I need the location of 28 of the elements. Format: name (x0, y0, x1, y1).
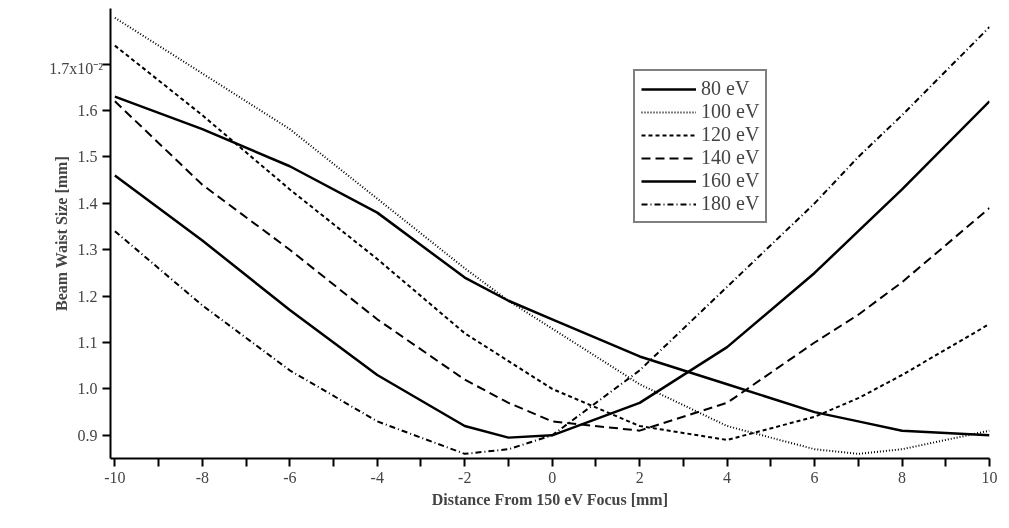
y-axis-title: Beam Waist Size [mm] (52, 156, 70, 312)
legend-label: 160 eV (701, 169, 760, 192)
x-tick-label: 0 (548, 468, 557, 486)
y-tick-label: 1.4 (77, 194, 98, 212)
x-tick-label: -8 (195, 468, 209, 486)
x-tick-label: 2 (635, 468, 644, 486)
x-tick-label: -6 (283, 468, 297, 486)
x-tick-label: 10 (981, 468, 998, 486)
y-tick-label: 1.1 (77, 334, 98, 352)
legend-label: 180 eV (701, 192, 760, 215)
x-tick-label: -2 (458, 468, 472, 486)
legend-label: 100 eV (701, 100, 760, 123)
y-tick-label: 1.2 (77, 287, 98, 305)
legend-label: 80 eV (701, 77, 750, 100)
x-tick-label: -10 (104, 468, 126, 486)
text: 1.7x10⁻² (49, 59, 103, 79)
y-tick-label: 1.6 (77, 102, 98, 120)
x-axis-title: Distance From 150 eV Focus [mm] (431, 490, 668, 508)
y-tick-label: 1.0 (77, 380, 98, 398)
legend-label: 120 eV (701, 123, 760, 146)
x-tick-label: 8 (898, 468, 907, 486)
y-tick-label: 1.5 (77, 148, 98, 166)
x-tick-label: 6 (810, 468, 819, 486)
legend-label: 140 eV (701, 146, 760, 169)
x-tick-label: 4 (723, 468, 732, 486)
x-tick-label: -4 (370, 468, 384, 486)
y-tick-label: 0.9 (77, 426, 98, 444)
y-tick-label: 1.3 (77, 241, 98, 259)
